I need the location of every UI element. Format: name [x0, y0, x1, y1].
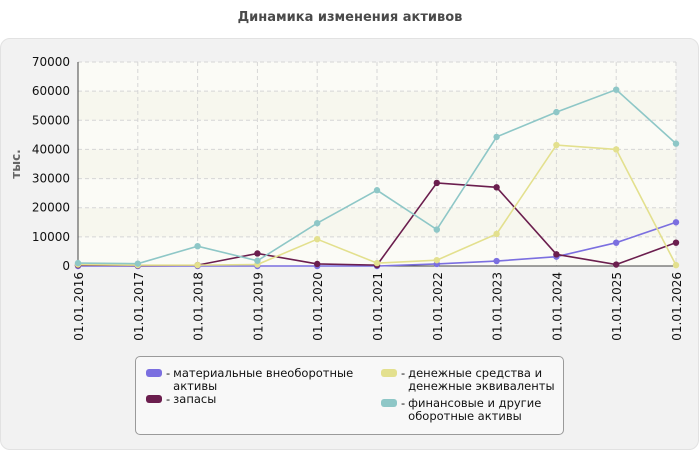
x-tick-label: 01.01.2024: [550, 272, 564, 341]
data-point: [613, 146, 620, 153]
data-point: [613, 239, 620, 246]
legend-item-financial-assets: - финансовые и другие оборотные активы: [381, 397, 541, 423]
y-tick-label: 70000: [32, 55, 70, 69]
y-tick-label: 40000: [32, 142, 70, 156]
y-tick-label: 60000: [32, 84, 70, 98]
chart-title: Динамика изменения активов: [237, 10, 463, 25]
x-tick-label: 01.01.2016: [72, 272, 86, 341]
data-point: [254, 250, 261, 257]
legend-swatch: [381, 369, 397, 377]
legend-label: денежные средства и денежные эквиваленты: [408, 367, 554, 393]
y-axis-label: тыс.: [9, 149, 23, 178]
legend-item-inventory: - запасы: [146, 393, 216, 406]
x-tick-label: 01.01.2021: [371, 272, 385, 341]
legend-label-line: финансовые и другие: [408, 396, 542, 410]
x-tick-label: 01.01.2026: [670, 272, 684, 341]
y-tick-label: 30000: [32, 172, 70, 186]
data-point: [613, 86, 620, 93]
legend-swatch: [146, 369, 162, 377]
y-tick-label: 10000: [32, 230, 70, 244]
y-tick-label: 20000: [32, 201, 70, 215]
data-point: [493, 230, 500, 238]
y-tick-label: 0: [62, 259, 70, 273]
data-point: [194, 242, 201, 250]
data-point: [493, 133, 500, 141]
legend-item-cash: - денежные средства и денежные эквивален…: [381, 367, 555, 393]
data-point: [433, 226, 440, 233]
data-point: [74, 259, 82, 267]
data-point: [314, 260, 321, 268]
legend-dash: -: [166, 366, 171, 380]
data-point: [134, 260, 141, 267]
data-point: [613, 261, 620, 268]
data-point: [433, 256, 440, 264]
data-point: [493, 257, 500, 265]
data-point: [314, 219, 321, 227]
data-point: [672, 261, 680, 269]
x-tick-label: 01.01.2019: [251, 272, 265, 341]
data-point: [433, 179, 440, 187]
legend-label-line: запасы: [173, 392, 217, 406]
legend-swatch: [381, 399, 397, 407]
legend-dash: -: [401, 396, 406, 410]
x-tick-label: 01.01.2022: [431, 272, 445, 341]
legend-swatch: [146, 395, 162, 403]
data-point: [553, 108, 560, 116]
data-point: [672, 140, 680, 147]
data-point: [254, 257, 261, 264]
data-point: [553, 251, 560, 258]
data-point: [672, 239, 680, 246]
x-tick-label: 01.01.2020: [311, 272, 325, 341]
y-tick-label: 50000: [32, 113, 70, 127]
data-point: [553, 141, 560, 149]
legend-item-material-assets: - материальные внеоборотные активы: [146, 367, 353, 393]
legend-label-line: материальные внеоборотные: [173, 366, 354, 380]
data-point: [672, 219, 680, 226]
legend-label-line: денежные эквиваленты: [408, 379, 555, 393]
chart-legend: - материальные внеоборотные активы - зап…: [135, 356, 564, 435]
legend-label: запасы: [173, 393, 216, 406]
data-point: [493, 184, 500, 191]
x-tick-label: 01.01.2023: [491, 272, 505, 341]
data-point: [194, 261, 201, 269]
legend-dash: -: [401, 366, 406, 380]
legend-label: финансовые и другие оборотные активы: [408, 397, 541, 423]
legend-label-line: активы: [173, 379, 218, 393]
legend-label-line: денежные средства и: [408, 366, 543, 380]
x-tick-label: 01.01.2017: [132, 272, 146, 341]
data-point: [373, 187, 381, 194]
legend-dash: -: [166, 392, 171, 406]
data-point: [314, 235, 321, 243]
x-tick-label: 01.01.2025: [610, 272, 624, 341]
legend-label-line: оборотные активы: [408, 409, 522, 423]
x-tick-label: 01.01.2018: [192, 272, 206, 341]
data-point: [373, 259, 381, 267]
legend-label: материальные внеоборотные активы: [173, 367, 353, 393]
